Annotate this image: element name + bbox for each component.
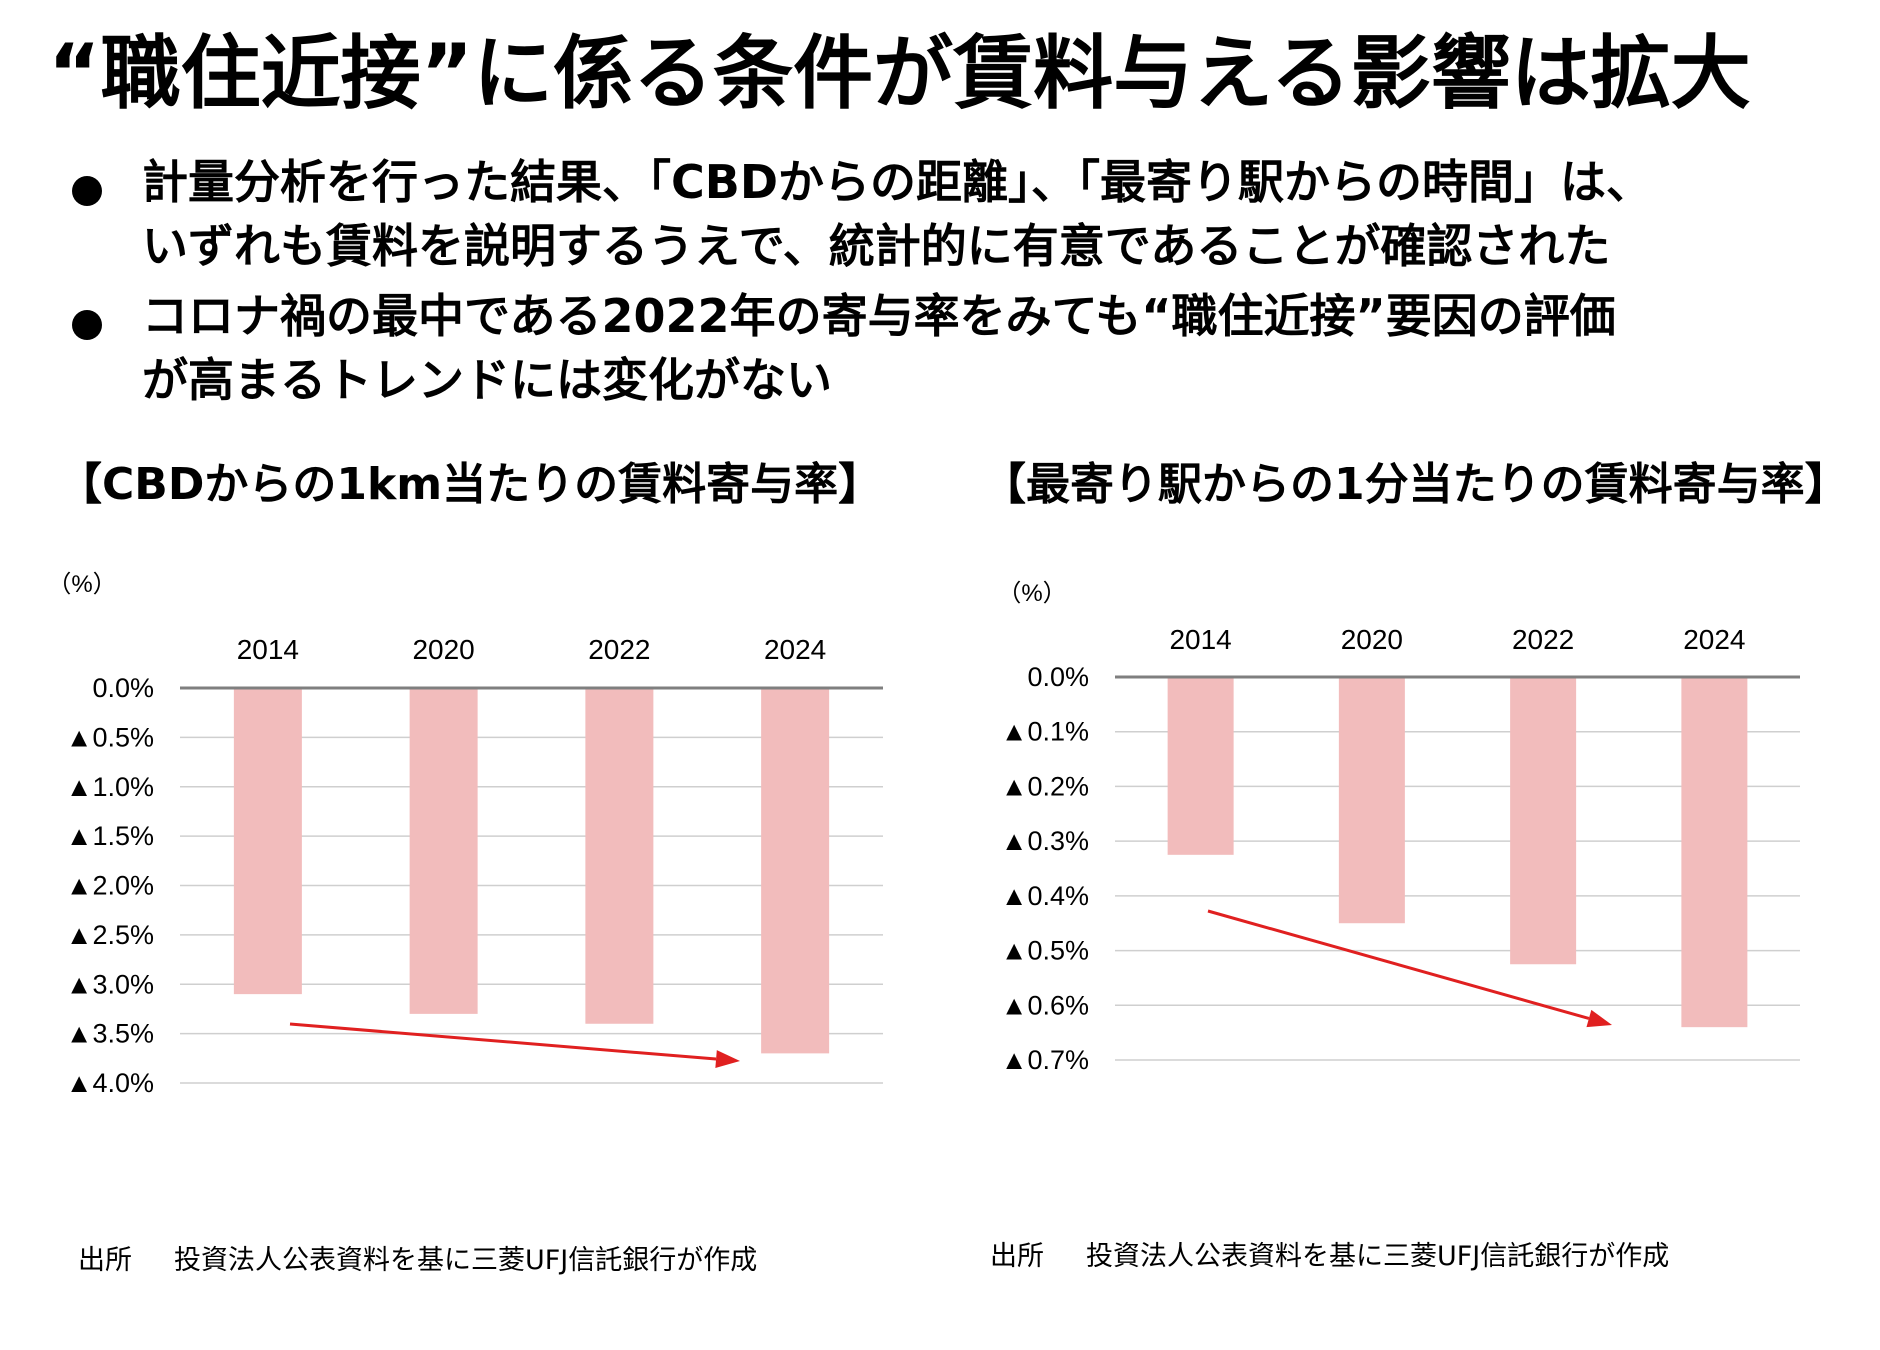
y-tick-label: 0.0% xyxy=(92,673,154,703)
y-tick-label: ▲0.1% xyxy=(1001,717,1089,747)
y-tick-label: ▲0.6% xyxy=(1001,990,1089,1020)
x-category-label: 2022 xyxy=(1512,624,1574,655)
y-tick-label: ▲2.5% xyxy=(66,920,154,950)
left-source-note: 出所 投資法人公表資料を基に三菱UFJ信託銀行が作成 xyxy=(78,1238,757,1277)
bar-2020 xyxy=(1338,677,1405,924)
bar-2022 xyxy=(1510,677,1577,965)
y-tick-label: ▲2.0% xyxy=(66,871,154,901)
right-chart-heading: 【最寄り駅からの1分当たりの賃料寄与率】 xyxy=(982,459,1849,510)
bullet-dot-icon xyxy=(72,310,102,340)
x-category-label: 2014 xyxy=(1169,624,1231,655)
bullet-text-line: が高まるトレンドには変化がない xyxy=(142,353,832,407)
trend-arrow-line xyxy=(1207,909,1590,1020)
y-tick-label: ▲0.2% xyxy=(1001,771,1089,801)
y-tick-label: ▲0.5% xyxy=(1001,936,1089,966)
bar-2014 xyxy=(1167,677,1234,855)
y-axis-unit-label: （%） xyxy=(47,571,116,598)
y-tick-label: ▲1.0% xyxy=(66,772,154,802)
bar-2022 xyxy=(585,688,654,1024)
y-tick-label: ▲3.5% xyxy=(66,1019,154,1049)
bar-2024 xyxy=(1681,677,1748,1028)
y-tick-label: ▲3.0% xyxy=(66,969,154,999)
y-tick-label: ▲0.4% xyxy=(1001,881,1089,911)
x-category-label: 2022 xyxy=(588,634,650,665)
source-text: 投資法人公表資料を基に三菱UFJ信託銀行が作成 xyxy=(1086,1241,1670,1272)
y-axis-unit-label: （%） xyxy=(997,580,1066,607)
y-tick-label: ▲0.5% xyxy=(66,722,154,752)
x-category-label: 2020 xyxy=(412,634,474,665)
y-tick-label: ▲0.7% xyxy=(1001,1045,1089,1075)
bullet-list: 計量分析を行った結果、「CBDからの距離」、「最寄り駅からの時間」は、 いずれも… xyxy=(66,150,1846,418)
y-tick-label: ▲4.0% xyxy=(66,1068,154,1098)
bullet-dot-icon xyxy=(72,176,102,206)
y-tick-label: ▲0.3% xyxy=(1001,826,1089,856)
bullet-text-line: いずれも賃料を説明するうえで、統計的に有意であることが確認された xyxy=(142,219,1611,273)
x-category-label: 2024 xyxy=(764,634,826,665)
bar-2014 xyxy=(233,688,302,995)
page-title: “職住近接”に係る条件が賃料与える影響は拡大 xyxy=(48,27,1751,120)
left-chart-heading: 【CBDからの1km当たりの賃料寄与率】 xyxy=(58,459,883,510)
bar-2024 xyxy=(761,688,830,1054)
trend-arrow-head-icon xyxy=(1586,1009,1612,1028)
bullet-item: コロナ禍の最中である2022年の寄与率をみても“職住近接”要因の評価 が高まるト… xyxy=(66,284,1846,412)
right-source-note: 出所 投資法人公表資料を基に三菱UFJ信託銀行が作成 xyxy=(990,1234,1669,1273)
trend-arrow-line xyxy=(289,1022,717,1061)
source-label: 出所 xyxy=(78,1245,132,1276)
source-text: 投資法人公表資料を基に三菱UFJ信託銀行が作成 xyxy=(174,1245,758,1276)
bar-2020 xyxy=(409,688,478,1014)
x-category-label: 2014 xyxy=(237,634,299,665)
x-category-label: 2020 xyxy=(1341,624,1403,655)
bullet-text-line: 計量分析を行った結果、「CBDからの距離」、「最寄り駅からの時間」は、 xyxy=(142,155,1653,209)
y-tick-label: 0.0% xyxy=(1027,662,1089,692)
x-category-label: 2024 xyxy=(1683,624,1745,655)
source-label: 出所 xyxy=(990,1241,1044,1272)
right-bar-chart: （%） 0.0% ▲0.1% ▲0.2% ▲0.3% ▲0.4% ▲0.5% ▲0.6% ▲0.… xyxy=(997,580,1800,1075)
y-tick-label: ▲1.5% xyxy=(66,821,154,851)
bullet-item: 計量分析を行った結果、「CBDからの距離」、「最寄り駅からの時間」は、 いずれも… xyxy=(66,150,1846,278)
trend-arrow-head-icon xyxy=(715,1050,740,1069)
bullet-text-line: コロナ禍の最中である2022年の寄与率をみても“職住近接”要因の評価 xyxy=(142,289,1616,343)
left-bar-chart: （%） 0.0% ▲0.5% ▲1.0% ▲1.5% ▲2.0% ▲2.5% ▲3.0% ▲3.… xyxy=(47,571,883,1098)
